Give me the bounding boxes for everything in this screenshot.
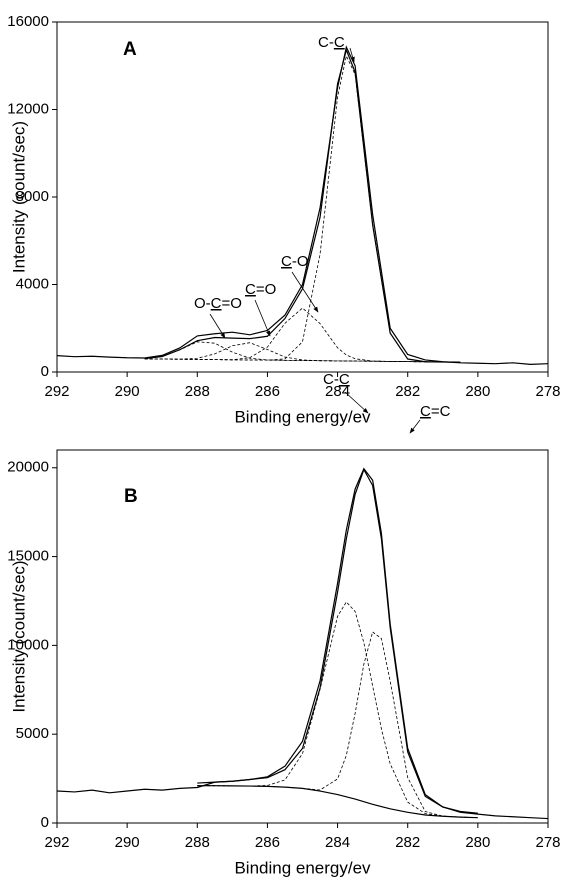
- annotation-part: C: [334, 34, 345, 51]
- curve: [144, 358, 461, 363]
- curve: [56, 45, 549, 365]
- annotation: C=C: [420, 403, 451, 420]
- curve: [197, 468, 478, 814]
- x-tick-label: 290: [115, 834, 140, 851]
- annotation-part: =C: [431, 403, 451, 420]
- x-tick-label: 286: [255, 834, 280, 851]
- annotation-arrow: [209, 313, 226, 339]
- x-tick-label: 284: [325, 383, 350, 400]
- x-tick-label: 290: [115, 383, 140, 400]
- y-tick-label: 5000: [16, 725, 49, 742]
- panel-label: B: [124, 486, 138, 507]
- curve: [144, 307, 461, 363]
- curve: [144, 48, 461, 363]
- annotation-arrow: [349, 47, 355, 63]
- annotation-part: C: [245, 281, 256, 298]
- y-tick-label: 16000: [7, 13, 49, 30]
- annotation: C-O: [281, 253, 309, 270]
- y-axis-title: Intensity (count/sec): [9, 560, 28, 712]
- x-tick-label: 278: [535, 383, 560, 400]
- annotation: C=O: [245, 281, 276, 298]
- annotation-part: C: [339, 371, 350, 388]
- annotation-part: =O: [256, 281, 276, 298]
- x-axis-title: Binding energy/ev: [234, 407, 371, 426]
- x-tick-label: 292: [44, 834, 69, 851]
- plot-frame: [56, 449, 549, 824]
- annotation-part: C: [281, 253, 292, 270]
- curve: [56, 467, 549, 820]
- annotation-part: C: [420, 403, 431, 420]
- curve: [144, 54, 461, 363]
- x-tick-label: 288: [185, 834, 210, 851]
- x-tick-label: 284: [325, 834, 350, 851]
- y-tick-label: 4000: [16, 275, 49, 292]
- x-tick-label: 282: [395, 834, 420, 851]
- y-tick-label: 0: [41, 363, 49, 380]
- y-tick-label: 0: [41, 814, 49, 831]
- annotation-part: -O: [292, 253, 309, 270]
- annotation-arrow: [409, 419, 421, 434]
- y-axis-title: Intensity (count/sec): [9, 121, 28, 273]
- annotation: O-C=O: [194, 295, 242, 312]
- curve: [197, 631, 478, 819]
- annotation-part: C: [211, 295, 222, 312]
- annotation-arrow: [254, 299, 271, 337]
- panel-label: A: [123, 39, 137, 60]
- y-tick-label: 8000: [16, 188, 49, 205]
- y-tick-label: 20000: [7, 459, 49, 476]
- x-tick-label: 288: [185, 383, 210, 400]
- x-axis-title: Binding energy/ev: [234, 858, 371, 877]
- curve: [197, 601, 478, 819]
- curve: [197, 785, 478, 819]
- annotation-arrow: [344, 391, 369, 414]
- annotation: C-C: [318, 34, 345, 51]
- plot-frame: [56, 21, 549, 373]
- y-tick-label: 10000: [7, 636, 49, 653]
- x-tick-label: 292: [44, 383, 69, 400]
- annotation-part: C-: [323, 371, 339, 388]
- annotation-part: C-: [318, 34, 334, 51]
- annotation-arrow: [291, 271, 319, 313]
- x-tick-label: 280: [465, 383, 490, 400]
- annotation-part: =O: [222, 295, 242, 312]
- x-tick-label: 282: [395, 383, 420, 400]
- annotation: C-C: [323, 371, 350, 388]
- y-tick-label: 12000: [7, 100, 49, 117]
- x-tick-label: 278: [535, 834, 560, 851]
- annotation-part: O-: [194, 295, 211, 312]
- x-tick-label: 280: [465, 834, 490, 851]
- y-tick-label: 15000: [7, 548, 49, 565]
- x-tick-label: 286: [255, 383, 280, 400]
